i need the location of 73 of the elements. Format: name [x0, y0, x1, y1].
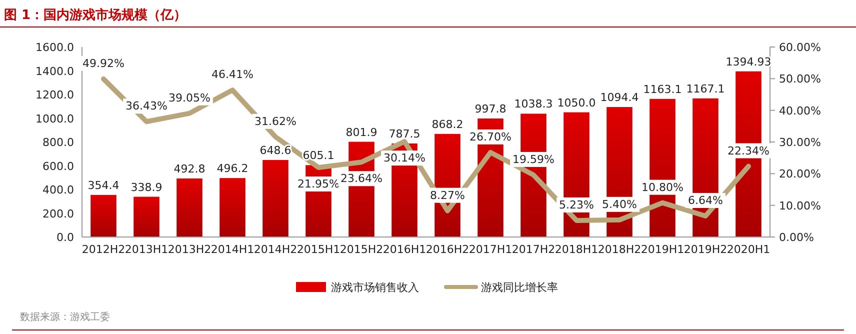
y-tick-label: 800.0: [42, 136, 74, 149]
data-label: 5.23%: [559, 198, 594, 212]
data-label: 49.92%: [82, 56, 124, 70]
data-label: 492.8: [174, 162, 206, 176]
data-label: 22.34%: [728, 144, 770, 158]
data-label: 19.59%: [512, 152, 554, 166]
x-tick-label: 2019H1: [640, 243, 684, 256]
data-label: 648.6: [260, 144, 292, 157]
x-tick-label: 2012H2: [82, 243, 126, 256]
x-tick-label: 2018H1: [554, 243, 598, 256]
x-tick-label: 2019H2: [684, 243, 728, 256]
data-label: 1038.3: [514, 98, 553, 111]
y-tick-label: 200.0: [42, 207, 74, 220]
y2-tick-label: 40.00%: [779, 104, 821, 118]
data-label: 1050.0: [557, 96, 596, 110]
x-tick-label: 2020H1: [726, 243, 770, 256]
data-label: 801.9: [346, 126, 378, 139]
data-label: 6.64%: [688, 194, 723, 207]
data-label: 1094.4: [600, 91, 639, 104]
y-tick-label: 1200.0: [36, 88, 74, 102]
y2-tick-label: 60.00%: [779, 41, 821, 54]
bar: [220, 178, 246, 237]
x-tick-label: 2018H2: [598, 243, 642, 256]
data-label: 1394.93: [726, 55, 772, 68]
legend-label: 游戏市场销售收入: [331, 281, 419, 294]
x-tick-label: 2017H2: [512, 243, 556, 256]
chart-title: 图 1：国内游戏市场规模（亿）: [4, 7, 187, 23]
y-tick-label: 600.0: [42, 160, 74, 173]
y-tick-label: 1600.0: [36, 41, 74, 54]
bar: [262, 160, 288, 237]
bar: [176, 178, 202, 237]
data-label: 10.80%: [642, 180, 684, 194]
data-label: 23.64%: [340, 172, 382, 186]
data-label: 496.2: [216, 162, 248, 176]
x-tick-label: 2016H1: [382, 243, 426, 256]
y-tick-label: 1000.0: [36, 112, 74, 126]
legend-label: 游戏同比增长率: [481, 281, 558, 294]
y-tick-label: 0.0: [56, 231, 74, 244]
data-label: 1167.1: [686, 82, 725, 96]
y2-tick-label: 50.00%: [779, 72, 821, 86]
data-label: 39.05%: [168, 91, 210, 104]
y2-tick-label: 0.00%: [779, 231, 814, 244]
data-label: 338.9: [130, 180, 162, 194]
data-label: 30.14%: [384, 152, 426, 165]
data-label: 8.27%: [430, 188, 465, 202]
y2-tick-label: 20.00%: [779, 168, 821, 181]
data-label: 605.1: [302, 149, 334, 162]
data-label: 46.41%: [212, 68, 254, 82]
source-note: 数据来源：游戏工委: [20, 311, 110, 323]
data-label: 26.70%: [470, 130, 512, 144]
data-label: 787.5: [388, 127, 420, 140]
data-label: 36.43%: [126, 100, 168, 113]
data-label: 354.4: [88, 178, 120, 192]
data-label: 5.40%: [602, 198, 637, 211]
x-tick-label: 2013H1: [124, 243, 168, 256]
x-tick-label: 2014H2: [254, 243, 298, 256]
data-label: 997.8: [474, 102, 506, 116]
x-tick-label: 2016H2: [426, 243, 470, 256]
bar: [90, 194, 116, 237]
y2-tick-label: 30.00%: [779, 136, 821, 149]
data-label: 1163.1: [643, 82, 682, 96]
y2-tick-label: 10.00%: [779, 199, 821, 212]
x-tick-label: 2014H1: [210, 243, 254, 256]
y-tick-label: 1400.0: [36, 64, 74, 78]
data-label: 868.2: [432, 118, 464, 131]
x-tick-label: 2015H2: [340, 243, 384, 256]
x-tick-label: 2015H1: [296, 243, 340, 256]
data-label: 21.95%: [298, 177, 340, 190]
y-tick-label: 400.0: [42, 184, 74, 196]
x-tick-label: 2013H2: [168, 243, 212, 256]
data-label: 31.62%: [254, 114, 296, 128]
bar: [134, 196, 160, 237]
x-tick-label: 2017H1: [468, 243, 512, 256]
